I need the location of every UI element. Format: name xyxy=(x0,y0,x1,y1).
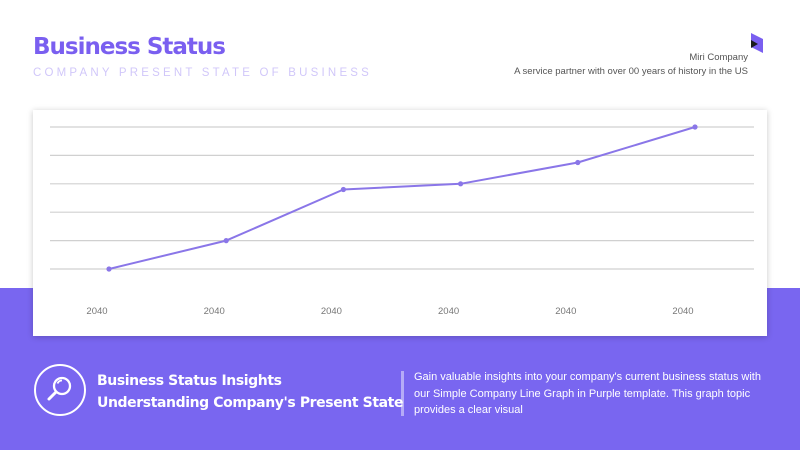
company-name: Miri Company xyxy=(689,52,748,63)
insight-title-line-1: Business Status Insights xyxy=(97,373,282,389)
x-tick-label: 2040 xyxy=(555,306,576,317)
insight-description: Gain valuable insights into your company… xyxy=(414,371,761,416)
insight-title-line-2: Understanding Company's Present State xyxy=(97,395,404,411)
page-subtitle: COMPANY PRESENT STATE OF BUSINESS xyxy=(33,67,373,79)
data-point xyxy=(575,159,581,166)
data-point xyxy=(106,266,112,272)
data-point xyxy=(223,238,229,244)
data-point xyxy=(458,181,464,187)
series-line xyxy=(108,126,696,270)
x-tick-label: 2040 xyxy=(321,306,342,317)
cube-logo-icon xyxy=(751,33,763,53)
magnifier-icon xyxy=(34,364,86,416)
line-chart: 2040 2040 2040 2040 2040 2040 xyxy=(50,124,754,317)
data-point xyxy=(692,124,698,130)
x-tick-label: 2040 xyxy=(204,306,225,317)
chart-card: 2040 2040 2040 2040 2040 2040 xyxy=(33,110,767,336)
page-title: Business Status xyxy=(33,34,226,60)
company-tagline: A service partner with over 00 years of … xyxy=(514,66,748,77)
data-point xyxy=(340,186,346,193)
x-tick-label: 2040 xyxy=(86,306,107,317)
divider xyxy=(401,371,404,416)
x-tick-label: 2040 xyxy=(438,306,459,317)
x-tick-label: 2040 xyxy=(672,306,693,317)
insight-title: Business Status Insights Understanding C… xyxy=(97,370,403,414)
